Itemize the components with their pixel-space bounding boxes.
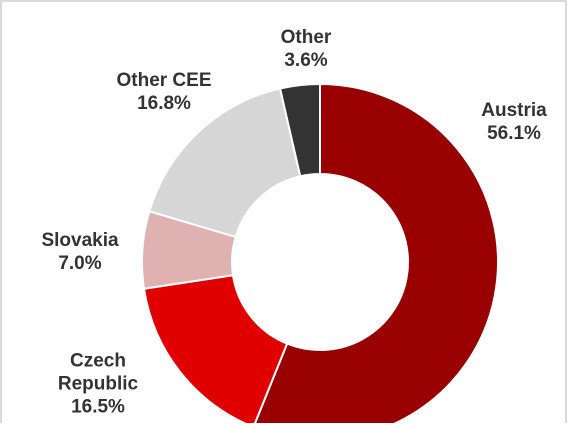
value-label: 16.8%	[137, 93, 191, 114]
category-label: Czech Republic	[57, 350, 139, 395]
segment-label: Czech Republic 16.5%	[48, 350, 148, 419]
segment-label: Other 3.6%	[281, 26, 332, 72]
value-label: 7.0%	[58, 253, 102, 274]
donut-segment	[148, 87, 302, 239]
value-label: 3.6%	[284, 50, 328, 71]
segment-label: Slovakia 7.0%	[41, 229, 118, 275]
segment-label: Other CEE 16.8%	[116, 69, 211, 115]
donut-segment	[142, 274, 289, 423]
category-label: Other	[280, 27, 332, 48]
category-label: Slovakia	[41, 230, 119, 251]
category-label: Other CEE	[116, 70, 212, 91]
value-label: 16.5%	[71, 396, 125, 418]
value-label: 56.1%	[487, 123, 541, 144]
segment-label: Austria 56.1%	[481, 99, 546, 145]
donut-segment	[278, 82, 321, 178]
category-label: Austria	[481, 100, 547, 121]
donut-segment	[254, 82, 499, 423]
